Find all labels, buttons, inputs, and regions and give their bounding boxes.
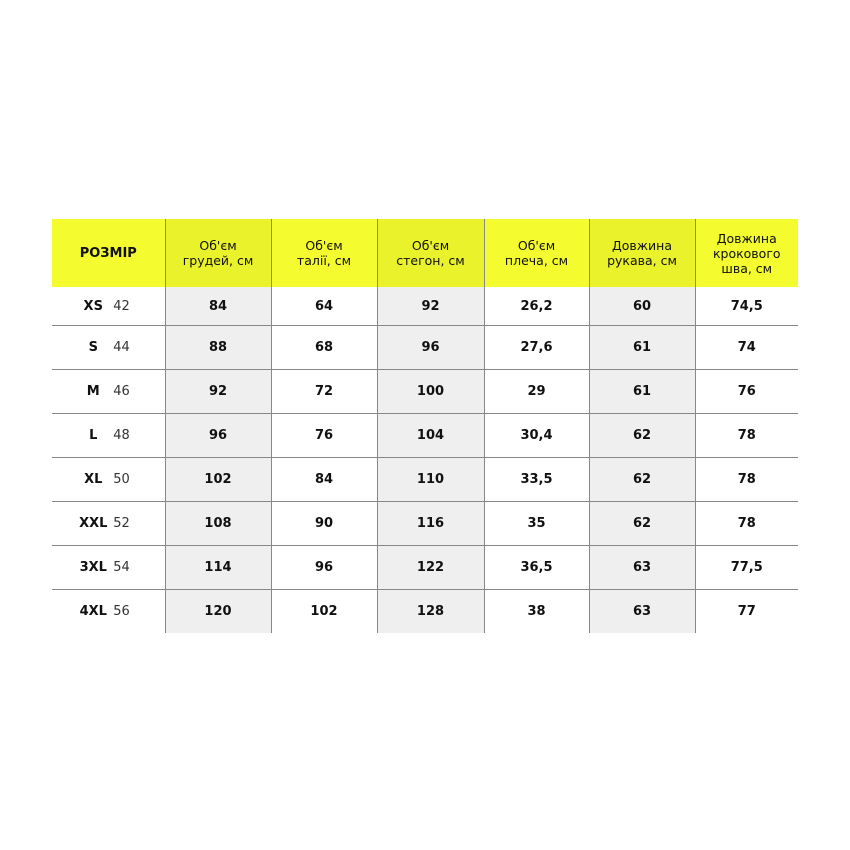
value-cell: 62	[588, 457, 695, 502]
value-cell: 76	[270, 413, 377, 458]
size-number: 42	[113, 298, 130, 314]
size-number: 50	[113, 472, 130, 487]
size-label: XL	[84, 472, 103, 487]
value-cell: 84	[164, 287, 271, 326]
value-cell: 96	[164, 413, 271, 458]
value-cell: 62	[588, 413, 695, 458]
table-row: XXL 52 108 90 116 35 62 78	[52, 501, 798, 546]
size-label: 3XL	[79, 560, 107, 575]
value-cell: 61	[588, 369, 695, 414]
size-cell: XXL 52	[52, 501, 165, 546]
value-cell: 26,2	[483, 287, 589, 326]
size-label: M	[86, 384, 100, 399]
table-row: 3XL 54 114 96 122 36,5 63 77,5	[52, 545, 798, 590]
table-row: XS 42 84 64 92 26,2 60 74,5	[52, 287, 798, 326]
value-cell: 78	[694, 413, 798, 458]
value-cell: 38	[483, 589, 589, 633]
value-cell: 64	[270, 287, 377, 326]
value-cell: 35	[483, 501, 589, 546]
table-row: M 46 92 72 100 29 61 76	[52, 369, 798, 414]
column-header: Довжина крокового шва, см	[694, 219, 798, 287]
size-label: S	[88, 340, 98, 355]
value-cell: 96	[270, 545, 377, 590]
value-cell: 96	[376, 325, 484, 370]
value-cell: 61	[588, 325, 695, 370]
value-cell: 78	[694, 501, 798, 546]
header-row: РОЗМІР Об'єм грудей, см Об'єм талії, см Об'єм…	[52, 219, 798, 287]
column-header: Об'єм грудей, см	[164, 219, 271, 287]
size-number: 44	[113, 340, 130, 355]
value-cell: 77,5	[694, 545, 798, 590]
size-cell: L 48	[52, 413, 165, 458]
size-label: XXL	[79, 516, 108, 531]
value-cell: 68	[270, 325, 377, 370]
value-cell: 72	[270, 369, 377, 414]
size-cell: 4XL 56	[52, 589, 165, 633]
value-cell: 60	[588, 287, 695, 326]
value-cell: 92	[164, 369, 271, 414]
column-header: Довжина рукава, см	[588, 219, 695, 287]
size-number: 54	[113, 560, 130, 575]
value-cell: 76	[694, 369, 798, 414]
value-cell: 74,5	[694, 287, 798, 326]
value-cell: 27,6	[483, 325, 589, 370]
value-cell: 116	[376, 501, 484, 546]
value-cell: 63	[588, 545, 695, 590]
value-cell: 78	[694, 457, 798, 502]
value-cell: 29	[483, 369, 589, 414]
value-cell: 122	[376, 545, 484, 590]
value-cell: 88	[164, 325, 271, 370]
size-number: 46	[113, 384, 130, 399]
value-cell: 36,5	[483, 545, 589, 590]
value-cell: 30,4	[483, 413, 589, 458]
value-cell: 84	[270, 457, 377, 502]
value-cell: 114	[164, 545, 271, 590]
value-cell: 108	[164, 501, 271, 546]
value-cell: 100	[376, 369, 484, 414]
value-cell: 102	[164, 457, 271, 502]
column-header: Об'єм стегон, см	[376, 219, 484, 287]
size-label: XS	[83, 298, 103, 314]
value-cell: 74	[694, 325, 798, 370]
size-cell: 3XL 54	[52, 545, 165, 590]
size-cell: M 46	[52, 369, 165, 414]
value-cell: 128	[376, 589, 484, 633]
value-cell: 63	[588, 589, 695, 633]
value-cell: 110	[376, 457, 484, 502]
table-row: L 48 96 76 104 30,4 62 78	[52, 413, 798, 458]
size-cell: XS 42	[52, 287, 165, 326]
size-number: 48	[113, 428, 130, 443]
column-header: Об'єм плеча, см	[483, 219, 589, 287]
table-row: 4XL 56 120 102 128 38 63 77	[52, 589, 798, 633]
value-cell: 92	[376, 287, 484, 326]
size-label: L	[89, 428, 98, 443]
table-row: S 44 88 68 96 27,6 61 74	[52, 325, 798, 370]
value-cell: 102	[270, 589, 377, 633]
size-chart-table: РОЗМІР Об'єм грудей, см Об'єм талії, см Об'єм…	[52, 219, 798, 633]
size-number: 56	[113, 604, 130, 619]
value-cell: 77	[694, 589, 798, 633]
header-size: РОЗМІР	[52, 219, 165, 287]
size-cell: S 44	[52, 325, 165, 370]
value-cell: 104	[376, 413, 484, 458]
column-header: Об'єм талії, см	[270, 219, 377, 287]
value-cell: 120	[164, 589, 271, 633]
value-cell: 62	[588, 501, 695, 546]
table-row: XL 50 102 84 110 33,5 62 78	[52, 457, 798, 502]
value-cell: 33,5	[483, 457, 589, 502]
size-number: 52	[113, 516, 130, 531]
value-cell: 90	[270, 501, 377, 546]
size-label: 4XL	[79, 604, 107, 619]
size-cell: XL 50	[52, 457, 165, 502]
